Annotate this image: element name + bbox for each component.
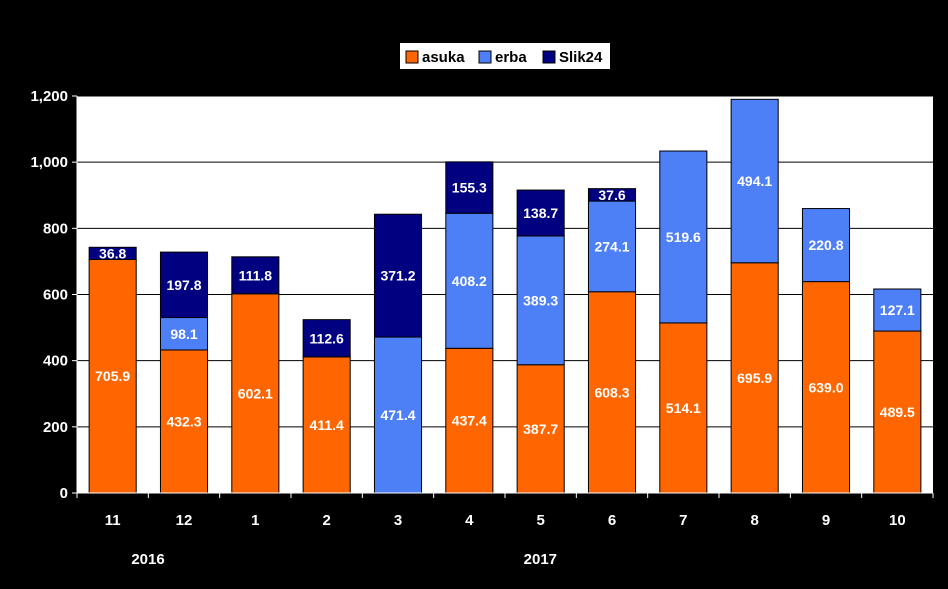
x-tick-label: 11 [105,512,121,529]
bar-segment-slik24 [159,251,209,319]
data-label: 37.6 [598,187,625,203]
legend-swatch-asuka [405,50,419,64]
x-tick-label: 4 [465,512,474,529]
x-tick-label: 3 [394,512,402,529]
data-label: 705.9 [95,368,130,384]
y-tick-label: 600 [43,287,68,304]
y-tick-label: 400 [43,353,68,370]
data-label: 489.5 [880,404,915,420]
bar-segment-erba [873,288,922,332]
data-label: 197.8 [166,277,201,293]
bar-segment-slik24 [445,161,494,214]
data-labels: 705.9 36.8 432.3 98.1 197.8 602.1 111.8 411.4 11… [95,173,915,437]
data-label: 112.6 [310,330,344,346]
bar-segment-asuka [659,322,708,494]
bar-segment-asuka [587,291,637,494]
bar-segment-slik24 [587,188,637,202]
bar-segment-asuka [302,356,351,494]
bars [88,98,922,494]
data-label: 371.2 [380,268,415,284]
bar-segment-asuka [730,262,779,494]
y-tick-label: 800 [43,220,68,237]
y-tick-label: 200 [43,419,68,436]
data-label: 639.0 [808,379,843,395]
data-label: 389.3 [523,292,558,308]
data-label: 437.4 [452,413,487,429]
bar-segment-erba [516,235,565,366]
bar-segment-erba [587,200,637,293]
x-tick-label: 12 [176,512,193,529]
legend-label-erba: erba [495,49,527,66]
data-label: 111.8 [239,267,273,283]
data-label: 408.2 [452,273,487,289]
data-label: 127.1 [880,302,915,318]
legend-box [400,43,610,69]
legend-label-slik24: Slik24 [559,49,603,66]
x-tick-label: 6 [608,512,616,529]
data-label: 432.3 [166,413,201,429]
x-tick-label: 1 [251,512,259,529]
bar-segment-erba [801,208,851,283]
data-label: 602.1 [238,385,273,401]
data-label: 274.1 [594,238,629,254]
bar-segment-asuka [445,347,494,494]
legend: asuka erba Slik24 [400,43,610,69]
x-tick-label: 8 [750,512,758,529]
data-label: 98.1 [170,326,197,342]
data-label: 411.4 [310,417,344,433]
y-tick-label: 1,200 [30,88,68,105]
y-tick-label: 0 [60,485,68,502]
bar-segment-asuka [801,281,851,494]
bar-segment-slik24 [373,213,423,338]
bar-segment-slik24 [231,256,280,295]
x-tick-label: 2 [322,512,330,529]
x-tick-label: 9 [822,512,830,529]
legend-swatch-slik24 [542,50,556,64]
data-label: 387.7 [523,421,558,437]
x-tick-label: 7 [679,512,687,529]
data-label: 494.1 [737,173,772,189]
data-label: 36.8 [99,245,126,261]
x-tick-label: 5 [536,512,544,529]
bar-segment-slik24 [302,319,351,358]
bar-segment-erba [730,98,779,264]
bar-segment-asuka [88,258,137,494]
data-label: 220.8 [808,237,843,253]
bar-segment-slik24 [516,189,565,237]
data-label: 519.6 [666,229,701,245]
data-label: 471.4 [380,407,415,423]
legend-label-asuka: asuka [422,49,465,66]
year-label: 2016 [131,551,164,568]
bar-segment-erba [445,212,494,349]
data-label: 608.3 [594,384,629,400]
data-label: 695.9 [737,370,772,386]
x-tick-label: 10 [889,512,906,529]
legend-swatch-erba [478,50,492,64]
data-label: 138.7 [523,205,558,221]
year-label: 2017 [524,551,557,568]
data-label: 514.1 [666,400,701,416]
bar-segment-slik24 [88,246,137,260]
gridlines [77,95,933,428]
data-label: 155.3 [452,180,487,196]
y-tick-label: 1,000 [30,154,68,171]
bar-segment-erba [659,150,708,324]
